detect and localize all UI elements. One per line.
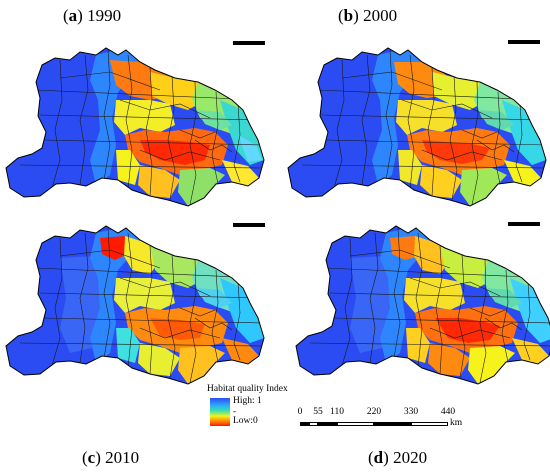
scale-bar-segment <box>337 422 374 426</box>
scale-tick-label: 0 <box>297 407 303 417</box>
legend-title: Habitat quality Index <box>207 384 288 394</box>
scale-marker-b <box>508 40 540 44</box>
panel-title-c: (c) 2010 <box>82 448 140 467</box>
panel-year-c: 2010 <box>105 448 140 467</box>
legend-mid-marker: - <box>233 406 236 416</box>
panel-letter-c: c <box>87 448 96 467</box>
scale-marker-a <box>233 41 265 45</box>
panel-title-a: (a) 1990 <box>63 6 122 25</box>
panel-title-b: (b) 2000 <box>338 6 398 25</box>
scale-bar-segment <box>411 422 448 426</box>
scale-tick-label: 55 <box>313 407 323 417</box>
scale-tick-label: 110 <box>330 407 344 417</box>
scale-bar-segment <box>318 422 337 426</box>
scale-marker-c <box>233 223 265 227</box>
legend-low-label: Low:0 <box>233 416 258 426</box>
panel-year-b: 2000 <box>363 6 398 25</box>
scale-tick-label: 440 <box>440 407 456 417</box>
scale-bar-segment <box>300 422 309 426</box>
map-panel-c <box>5 223 265 385</box>
map-panel-d <box>295 222 550 385</box>
panel-title-d: (d) 2020 <box>368 448 428 467</box>
habitat-quality-legend: Habitat quality Index High: 1 - Low:0 <box>207 384 347 444</box>
map-panel-b <box>287 40 547 207</box>
scale-tick-label: 220 <box>366 407 382 417</box>
panel-letter-d: d <box>373 448 384 467</box>
legend-color-ramp <box>210 398 230 426</box>
scale-bar-segment <box>309 422 318 426</box>
panel-letter-b: b <box>343 6 354 25</box>
panel-letter-a: a <box>68 6 78 25</box>
scale-marker-d <box>508 222 540 226</box>
scale-unit-label: km <box>450 418 463 428</box>
legend-high-label: High: 1 <box>233 396 262 406</box>
panel-year-d: 2020 <box>393 448 428 467</box>
scale-tick-label: 330 <box>403 407 419 417</box>
scale-bar-segment <box>374 422 411 426</box>
scale-bar: 0 55 110 220 330 440 km <box>296 407 466 437</box>
panel-year-a: 1990 <box>87 6 122 25</box>
map-panel-a <box>5 41 265 207</box>
